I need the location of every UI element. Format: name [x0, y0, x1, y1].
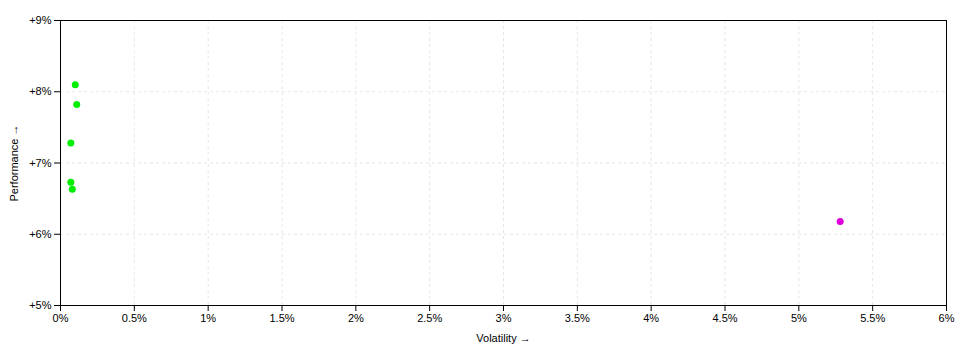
svg-text:+7%: +7% [29, 157, 52, 169]
svg-text:4.5%: 4.5% [712, 312, 737, 324]
svg-text:5.5%: 5.5% [860, 312, 885, 324]
svg-text:5%: 5% [791, 312, 807, 324]
svg-text:+6%: +6% [29, 228, 52, 240]
svg-text:4%: 4% [643, 312, 659, 324]
svg-text:Volatility →: Volatility → [476, 332, 530, 344]
svg-text:1.5%: 1.5% [269, 312, 294, 324]
svg-text:+9%: +9% [29, 14, 52, 26]
svg-text:0%: 0% [53, 312, 69, 324]
svg-text:0.5%: 0.5% [122, 312, 147, 324]
svg-text:Performance →: Performance → [8, 124, 20, 201]
svg-text:6%: 6% [939, 312, 955, 324]
svg-text:2.5%: 2.5% [417, 312, 442, 324]
svg-text:3.5%: 3.5% [565, 312, 590, 324]
svg-text:+5%: +5% [29, 299, 52, 311]
svg-text:1%: 1% [200, 312, 216, 324]
svg-text:2%: 2% [348, 312, 364, 324]
svg-text:3%: 3% [496, 312, 512, 324]
svg-text:+8%: +8% [29, 85, 52, 97]
